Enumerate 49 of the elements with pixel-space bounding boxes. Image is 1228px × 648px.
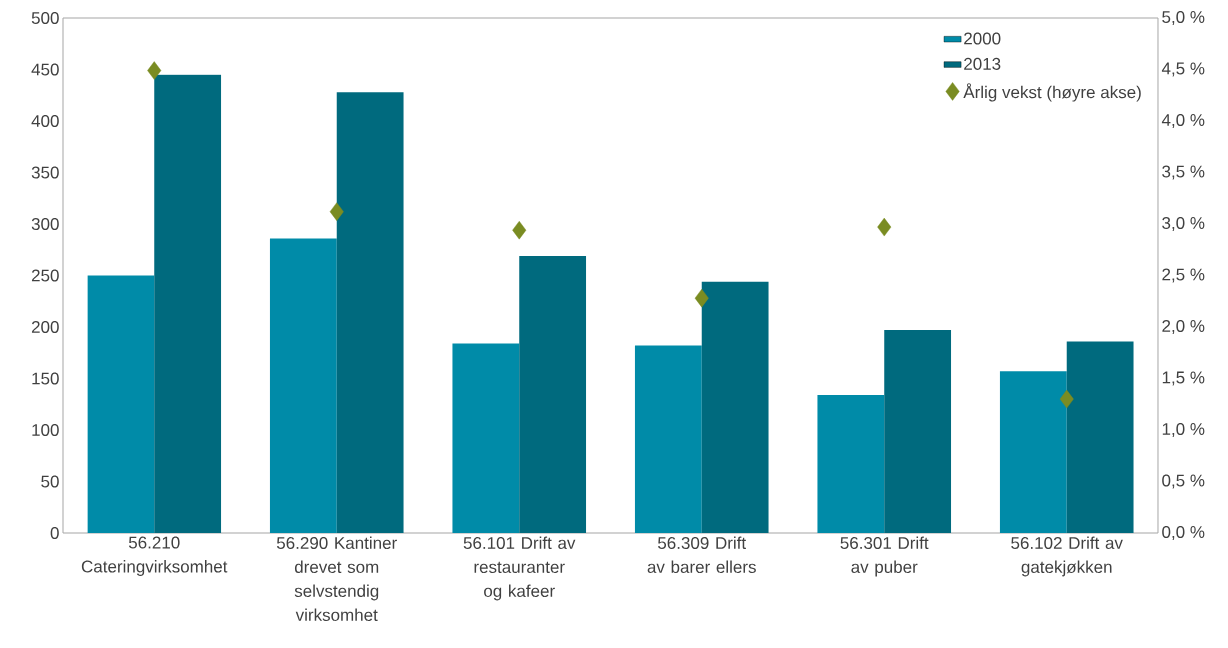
y2-tick-label: 5,0 % — [1162, 10, 1205, 26]
legend-label: 2000 — [964, 32, 1001, 45]
bar — [884, 330, 952, 533]
x-tick-label: 56.102 Drift av gatekjøkken — [1011, 536, 1123, 577]
legend-label: 2013 — [964, 57, 1001, 70]
point — [694, 288, 709, 308]
bar — [1066, 341, 1134, 533]
y-tick-label: 150 — [32, 372, 59, 385]
y-tick-label: 250 — [31, 269, 59, 282]
y2-tick-label: 1,5 % — [1162, 371, 1205, 386]
y-tick-label: 500 — [31, 11, 59, 25]
y-tick-label: 300 — [31, 217, 59, 231]
y2-tick-label: 0,0 % — [1162, 525, 1205, 541]
bar — [336, 92, 404, 533]
y-tick-label: 100 — [32, 423, 59, 437]
point — [1059, 389, 1074, 409]
y2-tick-label: 0,5 % — [1162, 474, 1205, 489]
x-tick-label: 56.290 Kantiner drevet som selvstendig virksomhet — [276, 536, 397, 622]
y2-tick-label: 3,0 % — [1162, 216, 1205, 232]
y2-tick-label: 4,0 % — [1161, 113, 1205, 129]
bar — [999, 371, 1067, 533]
bar — [519, 255, 587, 533]
bar — [817, 394, 885, 533]
legend-label: Årlig vekst (høyre akse) — [963, 83, 1141, 102]
y-tick-label: 50 — [41, 475, 59, 488]
point — [147, 61, 162, 80]
bar — [701, 281, 769, 533]
bar — [269, 238, 337, 533]
y2-tick-label: 1,0 % — [1162, 422, 1205, 438]
x-tick-label: 56.101 Drift av restauranter og kafeer — [463, 536, 576, 601]
y2-tick-label: 2,0 % — [1162, 319, 1205, 335]
y-tick-label: 400 — [31, 114, 59, 128]
bar — [452, 343, 520, 533]
x-tick-label: 56.301 Drift av puber — [840, 536, 929, 577]
x-tick-label: 56.309 Drift av barer ellers — [647, 536, 756, 574]
point — [512, 220, 527, 240]
x-tick-label: 56.210 Cateringvirksomhet — [81, 536, 228, 576]
bar — [87, 275, 155, 533]
y-tick-label: 0 — [50, 526, 59, 540]
bar — [154, 74, 222, 533]
y-tick-label: 350 — [31, 166, 59, 179]
point — [877, 217, 892, 237]
y-tick-label: 200 — [31, 320, 59, 334]
y-tick-label: 450 — [31, 63, 59, 76]
bar — [634, 345, 702, 533]
y2-tick-label: 2,5 % — [1162, 268, 1205, 283]
y2-tick-label: 3,5 % — [1162, 165, 1205, 180]
point — [329, 202, 344, 221]
y2-tick-label: 4,5 % — [1161, 62, 1205, 77]
